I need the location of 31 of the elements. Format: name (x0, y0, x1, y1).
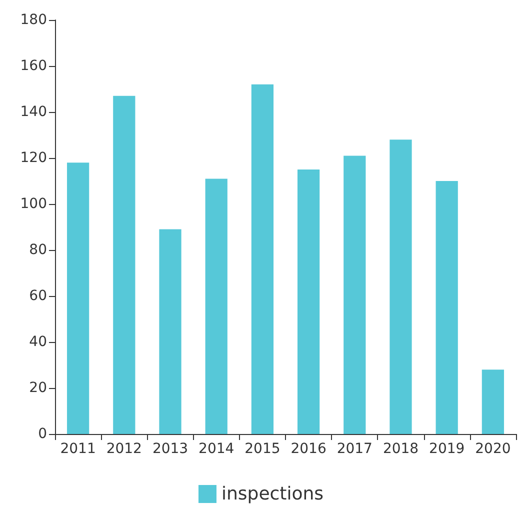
y-tick-label: 180 (20, 12, 47, 28)
legend-label: inspections (221, 484, 324, 504)
y-tick-label: 80 (29, 242, 47, 258)
x-tick-label: 2017 (336, 441, 372, 457)
y-tick-label: 0 (38, 426, 47, 442)
bar (159, 229, 182, 434)
y-tick-label: 40 (29, 334, 47, 350)
bar (436, 181, 458, 434)
bar (297, 170, 320, 434)
x-tick-label: 2020 (475, 441, 511, 457)
bar (205, 178, 228, 434)
x-tick-label: 2011 (60, 441, 96, 457)
bar (482, 370, 504, 434)
bar (66, 162, 90, 434)
x-tick-label: 2012 (106, 441, 142, 457)
bar (251, 84, 274, 434)
y-tick-label: 140 (20, 104, 47, 120)
x-tick-label: 2014 (198, 441, 234, 457)
x-tick-label: 2018 (382, 441, 419, 457)
x-tick-label: 2019 (429, 441, 465, 457)
y-tick-label: 160 (20, 58, 47, 74)
bar (344, 156, 366, 434)
x-tick-label: 2016 (290, 441, 326, 457)
bar (390, 140, 412, 434)
y-tick-label: 120 (20, 150, 47, 166)
y-tick-label: 60 (29, 288, 47, 304)
bar (113, 96, 136, 434)
y-tick-label: 20 (29, 380, 47, 396)
y-tick-label: 100 (20, 196, 47, 212)
x-tick-label: 2013 (152, 441, 188, 457)
x-tick-label: 2015 (244, 441, 280, 457)
